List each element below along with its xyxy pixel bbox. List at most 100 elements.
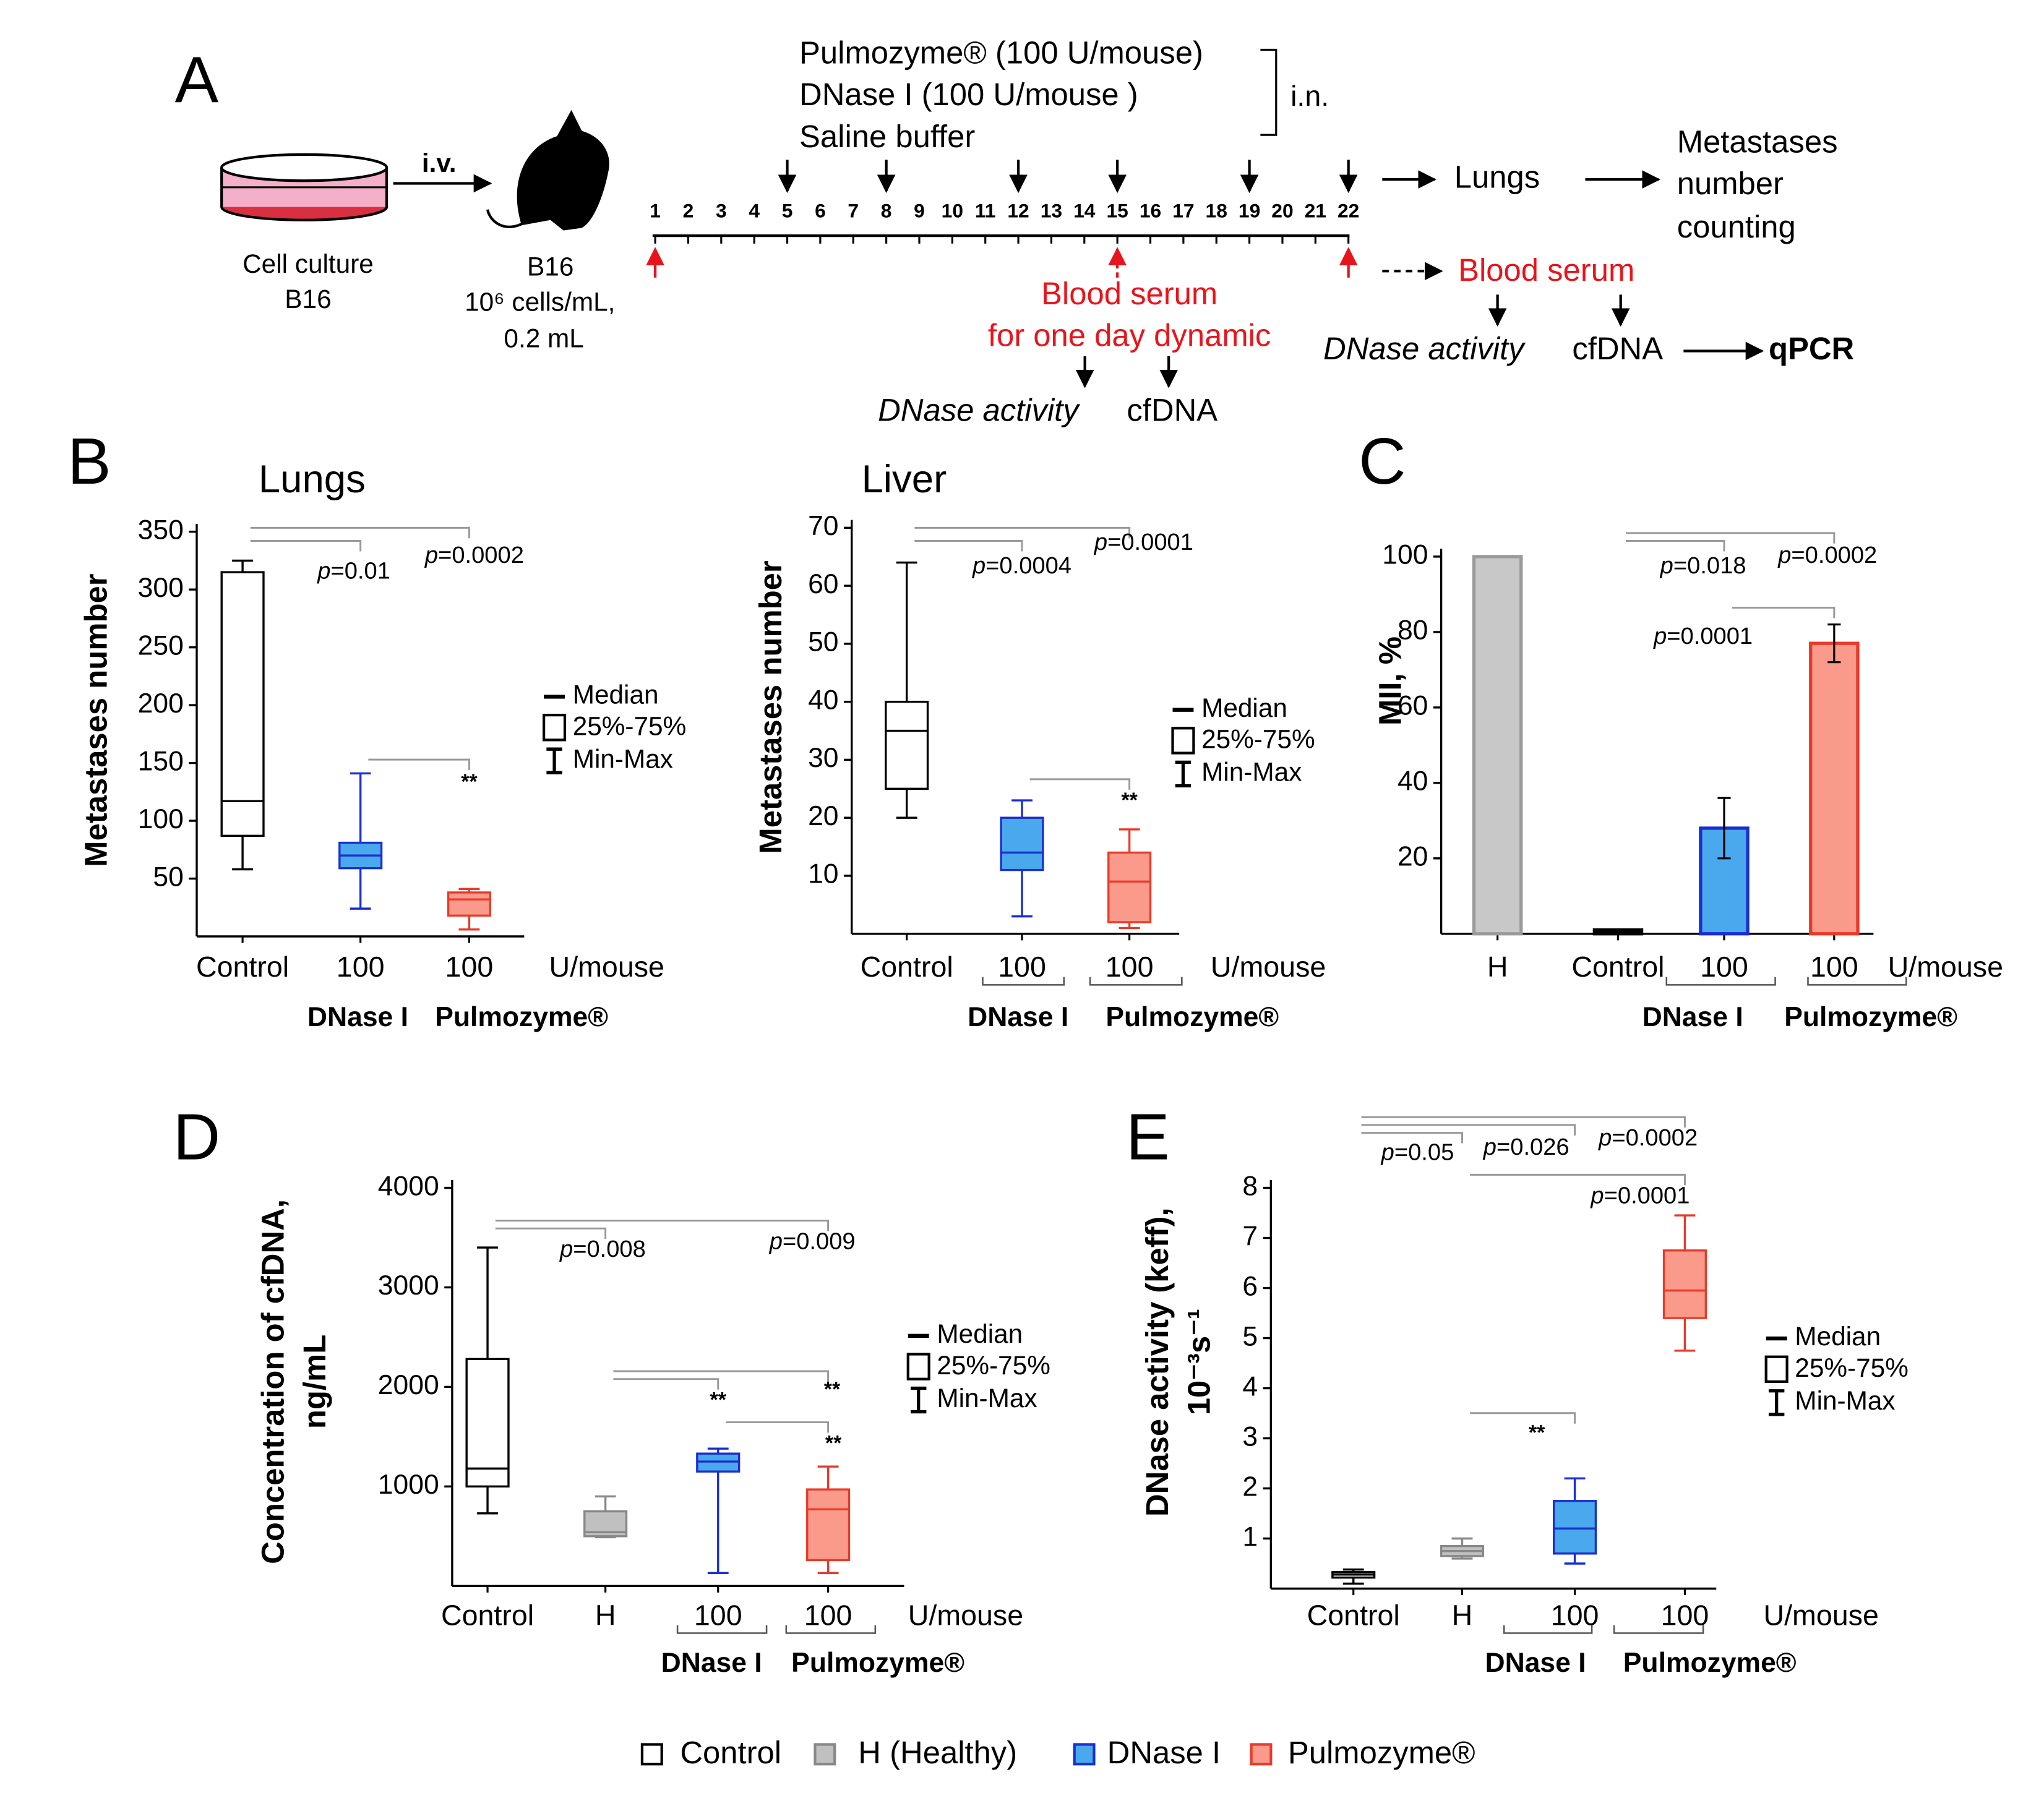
y-tick-label: 2 — [1242, 1471, 1258, 1502]
y-axis-label: 10⁻³s⁻¹ — [1182, 1309, 1217, 1415]
legend-label: 25%-75% — [937, 1351, 1050, 1380]
y-axis-label: Metastases number — [79, 573, 114, 867]
legend-label: Median — [1795, 1322, 1881, 1351]
legend-range — [1768, 1389, 1785, 1416]
box — [1553, 1500, 1597, 1555]
group-label: DNase I — [661, 1648, 762, 1678]
bar — [1592, 928, 1644, 936]
group-label: Pulmozyme® — [1784, 1002, 1957, 1032]
treatment: Pulmozyme® (100 U/mouse) — [799, 35, 1203, 70]
group-bracket — [676, 1625, 768, 1634]
comparison-label: p=0.008 — [559, 1236, 646, 1262]
label: B16 — [527, 252, 573, 281]
bar — [1472, 555, 1523, 936]
y-tick-label: 150 — [138, 746, 184, 776]
label: Lungs — [1454, 160, 1540, 195]
panel-letter: A — [175, 44, 219, 117]
comparison-line — [1470, 1412, 1576, 1424]
day-label: 20 — [1271, 199, 1293, 221]
label: DNase activity — [878, 392, 1080, 427]
y-tick-label: 3000 — [378, 1270, 439, 1301]
mouse-icon — [486, 109, 609, 231]
comparison-label: p=0.018 — [1660, 553, 1746, 579]
legend-label: 25%-75% — [1795, 1353, 1909, 1382]
x-tick-label: H — [1452, 1599, 1473, 1631]
box — [1107, 851, 1152, 923]
x-tick-label: 100 — [1551, 1599, 1599, 1631]
comparison-label: p=0.01 — [317, 558, 390, 584]
group-bracket — [1807, 977, 1907, 986]
group-label: DNase I — [307, 1002, 408, 1032]
panel-letter: C — [1359, 425, 1406, 498]
comparison-line — [1470, 1173, 1686, 1186]
legend-swatch — [1073, 1743, 1096, 1766]
legend-label: 25%-75% — [573, 712, 687, 741]
comparison-line — [613, 1370, 830, 1382]
legend-box — [906, 1353, 930, 1380]
label: qPCR — [1769, 331, 1854, 366]
day-label: 22 — [1338, 199, 1359, 221]
panel-letter: D — [173, 1100, 220, 1173]
day-label: 16 — [1140, 199, 1161, 221]
y-tick-label: 4000 — [378, 1171, 439, 1201]
legend-label: Min-Max — [573, 744, 673, 773]
y-tick-label: 50 — [153, 862, 183, 892]
label: 0.2 mL — [504, 324, 583, 353]
legend-swatch — [1250, 1743, 1273, 1766]
group-label: Pulmozyme® — [791, 1648, 964, 1678]
x-tick-label: 100 — [694, 1599, 742, 1631]
y-tick-label: 60 — [808, 569, 838, 599]
comparison-label: ** — [1121, 789, 1138, 812]
comparison-line — [1029, 778, 1131, 790]
comparison-label: p=0.0004 — [972, 553, 1071, 579]
x-tick-label: 100 — [1661, 1599, 1709, 1631]
comparison-label: ** — [461, 770, 478, 794]
y-tick-label: 10 — [808, 859, 838, 889]
y-tick-label: 100 — [138, 804, 184, 834]
box — [220, 571, 265, 837]
day-label: 19 — [1239, 199, 1260, 221]
y-tick-label: 20 — [1398, 842, 1428, 872]
label: Blood serum — [1458, 252, 1634, 288]
legend-label: Min-Max — [1795, 1386, 1895, 1415]
y-tick-label: 350 — [138, 515, 184, 545]
comparison-line — [495, 1220, 830, 1231]
day-label: 14 — [1073, 199, 1096, 221]
group-bracket — [785, 1625, 877, 1634]
comparison-line — [914, 540, 1023, 552]
label: B16 — [285, 285, 331, 314]
comparison-label: p=0.026 — [1483, 1134, 1570, 1160]
comparison-line — [250, 526, 470, 539]
comparison-line — [1626, 540, 1725, 552]
legend-box — [1171, 727, 1195, 755]
x-tick-label: 100 — [1106, 951, 1154, 983]
group-label: Pulmozyme® — [1106, 1002, 1279, 1032]
x-tick-label: 100 — [445, 951, 494, 983]
group-label: DNase I — [968, 1002, 1068, 1032]
day-label: 5 — [782, 199, 793, 221]
y-axis-label: DNase activity (keff), — [1140, 1207, 1175, 1517]
comparison-line — [368, 758, 470, 771]
y-tick-label: 80 — [1398, 615, 1428, 646]
x-tick-label: Control — [861, 951, 953, 983]
group-bracket — [982, 977, 1065, 986]
unit-label: U/mouse — [1763, 1599, 1878, 1631]
y-tick-label: 70 — [808, 511, 838, 541]
x-tick-label: Control — [1571, 951, 1664, 983]
day-label: 6 — [815, 199, 826, 221]
comparison-line — [1626, 532, 1836, 544]
y-tick-label: 6 — [1242, 1271, 1258, 1301]
comparison-label: p=0.0001 — [1590, 1183, 1690, 1209]
comparison-label: p=0.0002 — [1777, 542, 1877, 568]
legend-label: Pulmozyme® — [1288, 1735, 1475, 1770]
group-label: DNase I — [1642, 1002, 1743, 1032]
legend-range — [546, 747, 562, 774]
legend-range — [911, 1386, 927, 1414]
bar — [1809, 641, 1860, 936]
y-tick-label: 1 — [1242, 1521, 1258, 1552]
box — [806, 1488, 851, 1562]
y-axis-label: Concentration of cfDNA, — [255, 1199, 290, 1564]
label: DNase activity — [1323, 331, 1526, 366]
y-tick-label: 5 — [1242, 1321, 1258, 1351]
x-tick-label: 100 — [337, 951, 385, 983]
